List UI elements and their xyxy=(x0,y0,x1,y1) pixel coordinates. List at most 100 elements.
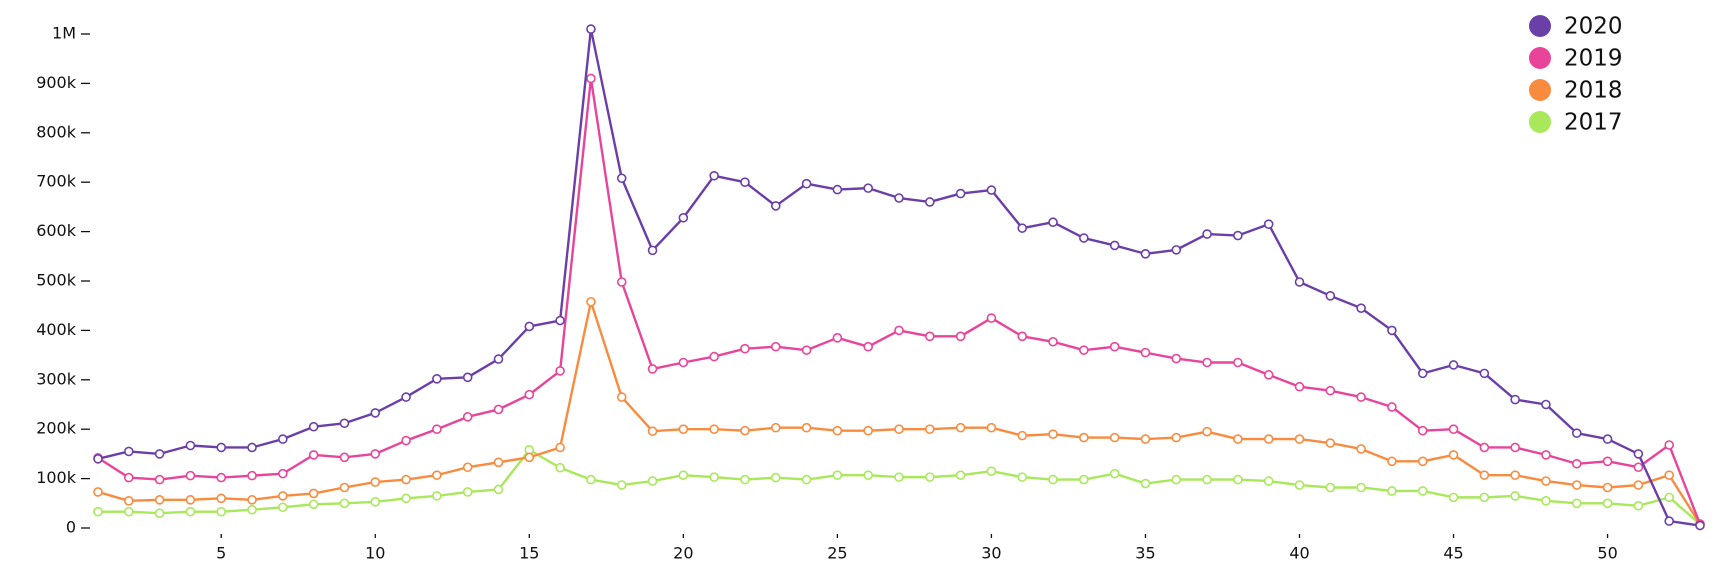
point xyxy=(1571,458,1582,469)
point xyxy=(1571,428,1582,438)
point xyxy=(955,422,966,433)
point xyxy=(1202,474,1212,485)
point xyxy=(432,424,442,435)
point xyxy=(1664,470,1674,480)
series xyxy=(93,73,1705,529)
point xyxy=(1571,498,1582,509)
point xyxy=(863,183,873,193)
point xyxy=(1202,426,1212,437)
point xyxy=(1109,468,1120,479)
point xyxy=(1510,470,1520,480)
point xyxy=(1171,474,1182,485)
point xyxy=(863,425,873,436)
point xyxy=(1633,500,1644,511)
legend-swatch xyxy=(1529,47,1551,69)
point xyxy=(709,351,719,362)
point xyxy=(185,440,196,451)
legend-label: 2020 xyxy=(1564,14,1623,40)
x-tick-label: 45 xyxy=(1443,544,1463,563)
point xyxy=(1510,394,1520,405)
point xyxy=(493,484,504,495)
point xyxy=(1356,482,1366,493)
legend-swatch xyxy=(1529,79,1551,101)
point xyxy=(1664,440,1674,450)
point xyxy=(894,424,904,435)
y-tick-label: 0 xyxy=(66,518,76,537)
point xyxy=(1479,492,1490,503)
point xyxy=(308,450,319,460)
point xyxy=(647,364,658,374)
point xyxy=(1387,486,1397,496)
point xyxy=(1048,217,1058,228)
point xyxy=(1602,498,1613,509)
point xyxy=(1171,245,1182,255)
point xyxy=(1448,360,1459,370)
point xyxy=(1263,476,1274,486)
point xyxy=(925,197,935,207)
point xyxy=(1571,480,1582,490)
point xyxy=(678,470,689,480)
series xyxy=(93,24,1705,531)
legend-label: 2018 xyxy=(1564,78,1623,104)
point xyxy=(1387,325,1397,336)
point xyxy=(1048,429,1058,439)
point xyxy=(1140,434,1151,444)
point xyxy=(462,487,473,497)
y-tick-label: 400k xyxy=(36,320,77,339)
point xyxy=(185,470,196,481)
point xyxy=(278,468,288,479)
point xyxy=(1479,470,1490,480)
point xyxy=(586,296,596,307)
point xyxy=(401,435,411,446)
point xyxy=(709,170,719,181)
point xyxy=(555,442,565,453)
x-tick-label: 10 xyxy=(365,544,385,563)
x-tick-label: 25 xyxy=(827,544,847,563)
legend-swatch xyxy=(1529,111,1551,133)
point xyxy=(247,495,257,505)
point xyxy=(1417,425,1428,436)
point xyxy=(247,470,257,481)
x-tick-label: 40 xyxy=(1289,544,1309,563)
point xyxy=(1017,430,1028,441)
point xyxy=(339,418,350,429)
legend-label: 2019 xyxy=(1564,46,1623,72)
point xyxy=(278,502,288,513)
point xyxy=(832,184,843,195)
point xyxy=(1233,230,1243,241)
point xyxy=(1510,491,1520,501)
point xyxy=(1140,249,1151,259)
point xyxy=(801,474,812,485)
y-tick-label: 700k xyxy=(36,172,77,191)
point xyxy=(1017,223,1028,233)
point xyxy=(801,178,812,189)
point xyxy=(216,493,227,504)
point xyxy=(1294,434,1305,444)
point xyxy=(278,491,288,501)
point xyxy=(1448,450,1459,460)
point xyxy=(986,466,997,476)
point xyxy=(1633,449,1644,459)
point xyxy=(1079,233,1089,243)
point xyxy=(894,472,904,482)
point xyxy=(1541,476,1551,486)
point xyxy=(370,497,381,507)
point xyxy=(1695,520,1705,531)
y-tick-label: 900k xyxy=(36,73,77,92)
point xyxy=(955,188,966,199)
point xyxy=(925,331,935,342)
point xyxy=(524,389,535,400)
point xyxy=(678,357,689,368)
point xyxy=(616,277,627,287)
point xyxy=(1294,381,1305,392)
point xyxy=(1602,456,1613,467)
x-tick-label: 5 xyxy=(216,544,226,563)
point xyxy=(93,454,103,464)
y-tick-label: 200k xyxy=(36,419,77,438)
point xyxy=(647,245,658,256)
line xyxy=(97,27,1701,527)
point xyxy=(1510,442,1520,453)
point xyxy=(1048,336,1058,347)
point xyxy=(925,472,935,482)
